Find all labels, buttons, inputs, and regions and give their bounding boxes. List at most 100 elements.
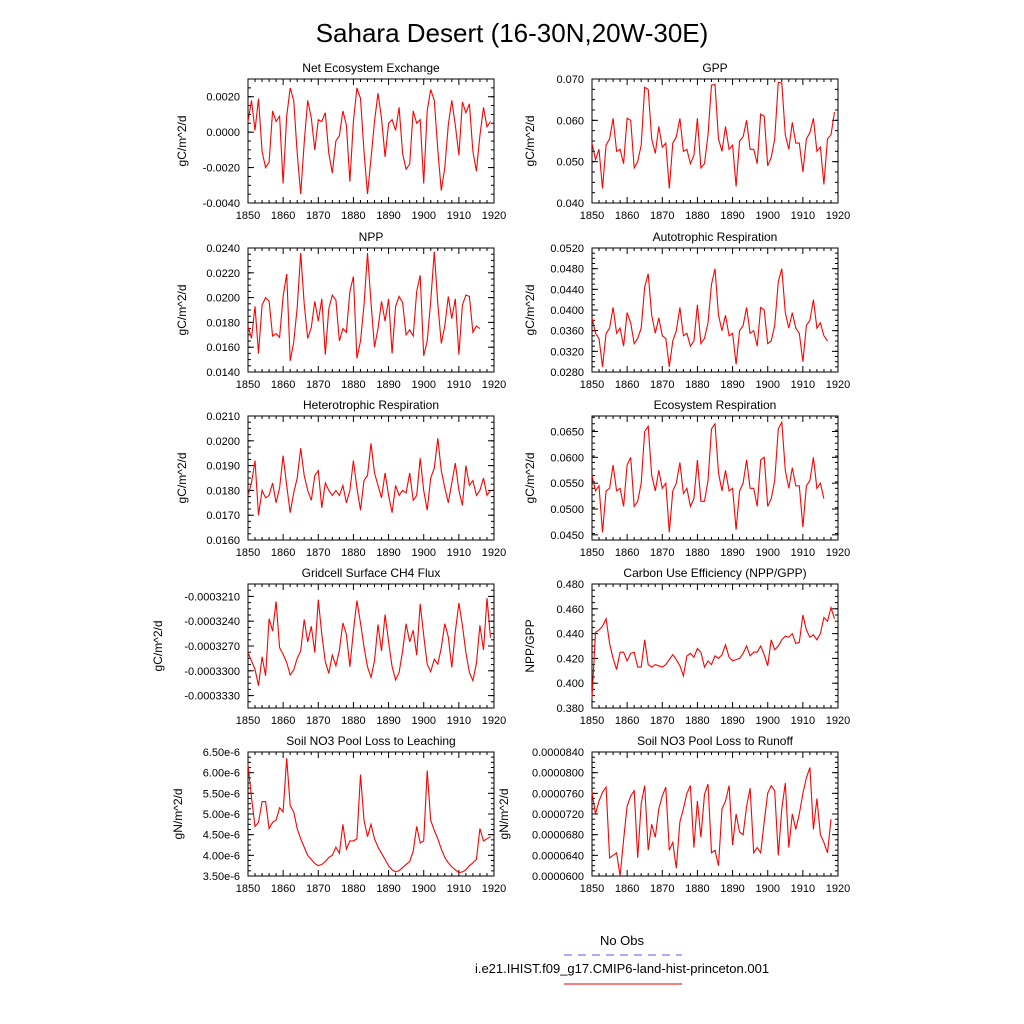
x-tick-label: 1920 [482, 547, 506, 559]
x-tick-label: 1860 [615, 715, 639, 727]
x-tick-label: 1850 [236, 210, 260, 222]
panel-title: Soil NO3 Pool Loss to Runoff [637, 734, 794, 748]
series-line [247, 438, 491, 516]
y-tick-label: 0.0180 [206, 485, 240, 497]
y-tick-label: 0.0360 [550, 326, 584, 338]
y-tick-label: 0.0160 [206, 342, 240, 354]
y-tick-label: 0.0000840 [532, 747, 584, 759]
panel-title: Ecosystem Respiration [654, 398, 777, 412]
panel-3: NPP gC/m^2/d 1850 1860 1870 1880 1890 1900 1910 1… [175, 230, 506, 391]
y-tick-label: 0.0160 [206, 535, 240, 547]
x-tick-label: 1860 [271, 883, 295, 895]
y-tick-label: 0.0000720 [532, 809, 584, 821]
x-tick-label: 1920 [482, 715, 506, 727]
y-tick-label: 0.0220 [206, 268, 240, 280]
x-tick-label: 1880 [685, 883, 709, 895]
x-tick-label: 1880 [341, 210, 365, 222]
chart-panels: Net Ecosystem Exchange gC/m^2/d 1850 1860 18… [151, 61, 850, 895]
panel-6: Ecosystem Respiration gC/m^2/d 1850 1860 187… [523, 398, 850, 559]
series-line [247, 87, 491, 195]
panel-8: Carbon Use Efficiency (NPP/GPP) NPP/GPP 18… [523, 566, 850, 727]
x-tick-label: 1890 [720, 547, 744, 559]
y-axis-label: gN/m^2/d [171, 789, 185, 840]
x-tick-label: 1920 [826, 210, 850, 222]
y-tick-label: -0.0003210 [184, 591, 240, 603]
x-tick-label: 1910 [447, 210, 471, 222]
y-tick-label: 0.0000800 [532, 768, 584, 780]
legend-label-obs: No Obs [600, 933, 645, 948]
x-tick-label: 1890 [720, 379, 744, 391]
x-tick-label: 1870 [306, 547, 330, 559]
x-tick-label: 1900 [755, 210, 779, 222]
panel-title: Gridcell Surface CH4 Flux [302, 566, 441, 580]
x-tick-label: 1900 [411, 547, 435, 559]
series-line [591, 81, 836, 189]
series-line [591, 605, 836, 699]
y-tick-label: 5.00e-6 [203, 809, 240, 821]
plot-frame [591, 78, 839, 204]
y-tick-label: 0.0190 [206, 461, 240, 473]
x-tick-label: 1880 [341, 715, 365, 727]
x-tick-label: 1860 [615, 210, 639, 222]
x-tick-label: 1850 [580, 379, 604, 391]
plot-frame [591, 583, 839, 709]
y-tick-label: 0.0140 [206, 367, 240, 379]
x-tick-label: 1890 [376, 883, 400, 895]
y-tick-label: 0.0320 [550, 346, 584, 358]
y-tick-label: 0.0210 [206, 411, 240, 423]
x-tick-label: 1900 [755, 379, 779, 391]
y-axis-label: gC/m^2/d [175, 116, 189, 167]
x-tick-label: 1850 [236, 379, 260, 391]
x-tick-label: 1850 [580, 210, 604, 222]
y-tick-label: 0.480 [556, 579, 584, 591]
x-tick-label: 1870 [650, 379, 674, 391]
y-tick-label: 0.0000 [206, 127, 240, 139]
y-tick-label: 0.0180 [206, 317, 240, 329]
x-tick-label: 1910 [791, 379, 815, 391]
y-tick-label: 0.0200 [206, 293, 240, 305]
y-axis-label: gC/m^2/d [523, 453, 537, 504]
y-tick-label: 0.0500 [550, 504, 584, 516]
series-line [247, 251, 481, 361]
y-axis-label: gC/m^2/d [523, 285, 537, 336]
plot-frame [247, 583, 495, 709]
y-tick-label: 0.440 [556, 629, 584, 641]
x-tick-label: 1920 [826, 379, 850, 391]
plot-frame [591, 751, 839, 877]
y-tick-label: 0.0280 [550, 367, 584, 379]
x-tick-label: 1880 [685, 715, 709, 727]
x-tick-label: 1910 [447, 547, 471, 559]
x-tick-label: 1890 [376, 547, 400, 559]
x-tick-label: 1870 [306, 883, 330, 895]
x-tick-label: 1910 [791, 547, 815, 559]
y-tick-label: 0.040 [556, 198, 584, 210]
y-axis-label: gC/m^2/d [175, 285, 189, 336]
y-axis-label: gN/m^2/d [497, 789, 511, 840]
legend: No Obs i.e21.IHIST.f09_g17.CMIP6-land-hi… [475, 933, 769, 985]
y-tick-label: 0.380 [556, 703, 584, 715]
x-tick-label: 1890 [720, 715, 744, 727]
x-tick-label: 1850 [580, 883, 604, 895]
x-tick-label: 1850 [580, 715, 604, 727]
panel-7: Gridcell Surface CH4 Flux gC/m^2/d 1850 186… [151, 566, 506, 727]
x-tick-label: 1890 [720, 210, 744, 222]
y-tick-label: 6.00e-6 [203, 768, 240, 780]
y-tick-label: 0.0200 [206, 436, 240, 448]
panel-5: Heterotrophic Respiration gC/m^2/d 1850 186… [175, 398, 506, 559]
y-tick-label: 0.420 [556, 653, 584, 665]
x-tick-label: 1880 [341, 379, 365, 391]
x-tick-label: 1860 [271, 715, 295, 727]
y-tick-label: 0.070 [556, 74, 584, 86]
x-tick-label: 1910 [791, 883, 815, 895]
series-line [591, 767, 832, 877]
y-tick-label: 4.00e-6 [203, 850, 240, 862]
y-tick-label: 0.0450 [550, 530, 584, 542]
y-tick-label: 3.50e-6 [203, 871, 240, 883]
series-line [591, 420, 825, 533]
y-tick-label: -0.0040 [203, 198, 240, 210]
x-tick-label: 1900 [411, 210, 435, 222]
y-tick-label: -0.0003240 [184, 616, 240, 628]
x-tick-label: 1890 [376, 715, 400, 727]
x-tick-label: 1900 [755, 547, 779, 559]
